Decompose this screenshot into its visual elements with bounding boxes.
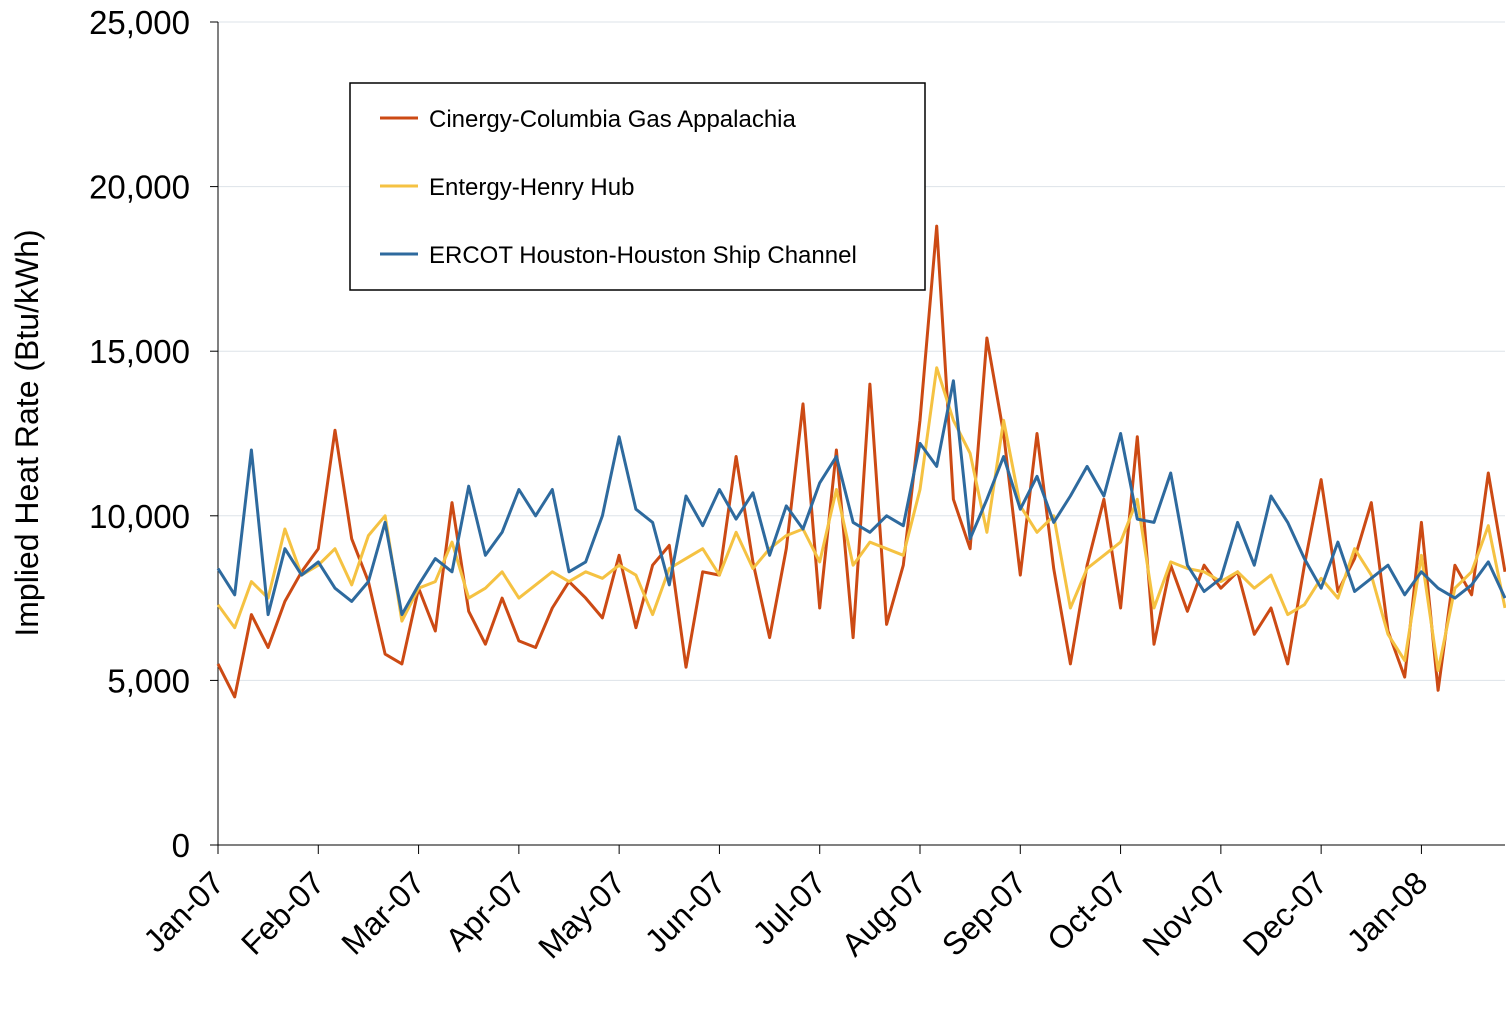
y-tick-label: 20,000 bbox=[89, 169, 190, 206]
y-tick-label: 25,000 bbox=[89, 4, 190, 41]
x-tick-label: Dec-07 bbox=[1236, 864, 1334, 962]
legend-box bbox=[349, 82, 926, 291]
x-tick-label: Nov-07 bbox=[1135, 864, 1233, 962]
x-tick-label: Feb-07 bbox=[234, 864, 331, 961]
x-tick-label: Jan-07 bbox=[136, 864, 231, 959]
x-tick-label: May-07 bbox=[531, 864, 632, 965]
y-tick-label: 5,000 bbox=[107, 662, 190, 699]
y-tick-label: 10,000 bbox=[89, 498, 190, 535]
legend-label: Entergy-Henry Hub bbox=[429, 174, 634, 201]
x-tick-label: Oct-07 bbox=[1040, 864, 1133, 957]
y-tick-label: 0 bbox=[172, 827, 190, 864]
x-tick-label: Jan-08 bbox=[1340, 864, 1435, 959]
x-tick-label: Mar-07 bbox=[334, 864, 431, 961]
x-tick-label: Aug-07 bbox=[835, 864, 933, 962]
y-tick-label: 15,000 bbox=[89, 333, 190, 370]
x-tick-label: Apr-07 bbox=[438, 864, 531, 957]
series-line bbox=[216, 224, 1506, 699]
legend-label: ERCOT Houston-Houston Ship Channel bbox=[429, 242, 857, 269]
y-axis-label: Implied Heat Rate (Btu/kWh) bbox=[9, 229, 45, 636]
x-tick-label: Jul-07 bbox=[746, 864, 833, 951]
series-line bbox=[216, 379, 1506, 617]
x-tick-label: Sep-07 bbox=[935, 864, 1033, 962]
legend-label: Cinergy-Columbia Gas Appalachia bbox=[429, 106, 797, 133]
series-line bbox=[216, 366, 1506, 672]
x-tick-label: Jun-07 bbox=[638, 864, 733, 959]
